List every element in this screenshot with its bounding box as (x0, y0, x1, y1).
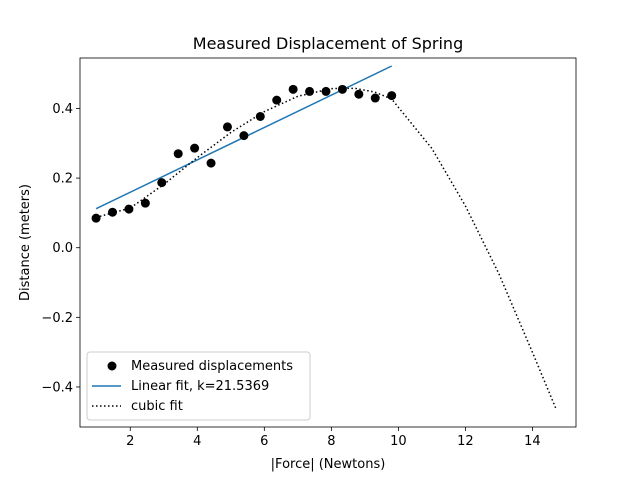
x-tick-label: 4 (193, 434, 201, 449)
data-point (206, 158, 216, 168)
data-point (239, 131, 249, 141)
x-tick-label: 8 (327, 434, 335, 449)
chart-title: Measured Displacement of Spring (193, 34, 463, 53)
x-axis-label: |Force| (Newtons) (271, 457, 386, 472)
data-point (222, 122, 232, 132)
legend-marker-points (107, 361, 117, 371)
data-point (91, 213, 101, 223)
data-point (387, 91, 397, 101)
y-tick-label: −0.4 (41, 380, 73, 395)
data-point (321, 86, 331, 96)
data-point (124, 204, 134, 214)
data-point (173, 149, 183, 159)
y-tick-label: 0.0 (52, 241, 73, 256)
series-layer (91, 65, 557, 409)
y-tick-label: −0.2 (41, 311, 73, 326)
x-tick-label: 10 (390, 434, 407, 449)
y-axis-ticks: −0.4 −0.2 0.0 0.2 0.4 (41, 102, 80, 395)
data-point (255, 111, 265, 121)
legend-label-cubic: cubic fit (131, 399, 183, 414)
x-tick-label: 14 (524, 434, 541, 449)
y-axis-label: Distance (meters) (18, 184, 33, 301)
x-axis-ticks: 2 4 6 8 10 12 14 (126, 427, 541, 449)
x-tick-label: 6 (260, 434, 268, 449)
data-point (140, 198, 150, 208)
x-tick-label: 12 (457, 434, 474, 449)
data-point (370, 93, 380, 103)
y-tick-label: 0.2 (52, 172, 73, 187)
plot-frame (79, 57, 577, 428)
data-point (288, 84, 298, 94)
data-point (108, 207, 118, 217)
y-tick-label: 0.4 (52, 102, 73, 117)
data-point (337, 84, 347, 94)
data-point (190, 143, 200, 153)
legend-label-points: Measured displacements (131, 359, 293, 374)
data-point (272, 95, 282, 105)
x-tick-label: 2 (126, 434, 134, 449)
data-point (305, 86, 315, 96)
data-point (157, 178, 167, 188)
legend-label-linear: Linear fit, k=21.5369 (131, 379, 269, 394)
legend: Measured displacements Linear fit, k=21.… (86, 351, 311, 421)
legend-box (86, 351, 311, 421)
data-point (354, 89, 364, 99)
